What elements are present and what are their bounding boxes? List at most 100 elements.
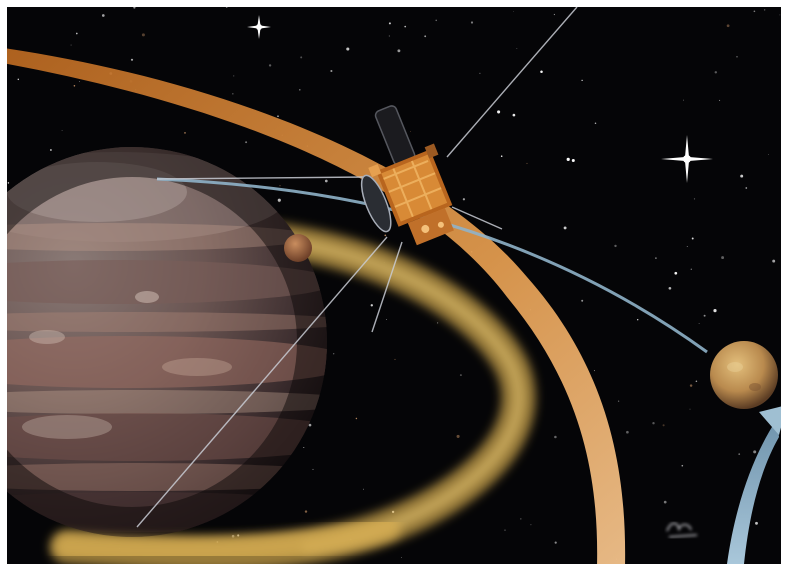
star bbox=[355, 417, 358, 420]
star bbox=[738, 453, 741, 455]
star bbox=[614, 244, 617, 248]
star bbox=[652, 422, 655, 425]
star bbox=[736, 56, 738, 58]
star bbox=[689, 408, 691, 410]
star bbox=[312, 468, 314, 470]
approach-arrow bbox=[727, 419, 779, 564]
star bbox=[617, 400, 620, 402]
star bbox=[681, 464, 684, 467]
star bbox=[225, 7, 228, 8]
star bbox=[61, 130, 63, 131]
star bbox=[581, 299, 584, 302]
star bbox=[713, 309, 717, 313]
star bbox=[726, 24, 730, 28]
star bbox=[435, 19, 437, 22]
star bbox=[456, 434, 460, 438]
star bbox=[424, 35, 427, 38]
star bbox=[530, 524, 532, 526]
star bbox=[554, 435, 557, 439]
star bbox=[362, 488, 364, 490]
star bbox=[79, 81, 81, 82]
star bbox=[520, 518, 522, 520]
star bbox=[73, 85, 76, 87]
star bbox=[566, 157, 570, 161]
star bbox=[277, 198, 281, 202]
star bbox=[303, 446, 305, 449]
star bbox=[663, 500, 667, 504]
star bbox=[626, 430, 629, 434]
star bbox=[637, 319, 639, 321]
star bbox=[346, 47, 350, 51]
star bbox=[410, 131, 412, 132]
star bbox=[437, 322, 439, 324]
star bbox=[719, 99, 721, 101]
star bbox=[49, 149, 52, 151]
star bbox=[470, 21, 474, 24]
orbit-trajectory bbox=[7, 48, 626, 564]
star bbox=[333, 353, 335, 355]
star bbox=[330, 69, 333, 73]
bright-star bbox=[247, 15, 271, 39]
star bbox=[554, 541, 557, 544]
bright-star bbox=[661, 135, 713, 183]
star bbox=[279, 185, 281, 187]
star bbox=[662, 424, 665, 427]
space-scene bbox=[7, 7, 781, 564]
star bbox=[300, 56, 303, 59]
star bbox=[553, 13, 556, 16]
star bbox=[308, 423, 312, 427]
arrow-head bbox=[759, 406, 781, 435]
star bbox=[75, 32, 78, 35]
star bbox=[690, 268, 692, 270]
star bbox=[232, 93, 234, 95]
star bbox=[504, 529, 506, 531]
star bbox=[101, 14, 105, 17]
inner-moon bbox=[284, 234, 312, 262]
star bbox=[689, 384, 693, 387]
star bbox=[384, 234, 387, 237]
star bbox=[479, 72, 481, 75]
star bbox=[703, 314, 706, 317]
star bbox=[513, 10, 514, 12]
star bbox=[237, 534, 240, 537]
star bbox=[683, 99, 684, 101]
star bbox=[388, 22, 391, 25]
star bbox=[299, 89, 301, 91]
star bbox=[7, 182, 10, 184]
star bbox=[753, 10, 756, 13]
star bbox=[324, 179, 328, 183]
star bbox=[497, 110, 501, 114]
star bbox=[233, 75, 235, 77]
star bbox=[698, 323, 700, 325]
star bbox=[563, 226, 567, 230]
star bbox=[404, 25, 407, 28]
star bbox=[70, 44, 72, 46]
star bbox=[512, 113, 516, 117]
star bbox=[772, 259, 776, 263]
star bbox=[691, 237, 694, 240]
star bbox=[459, 374, 462, 377]
star bbox=[397, 49, 401, 53]
star bbox=[370, 304, 373, 307]
star bbox=[540, 70, 543, 74]
star bbox=[686, 246, 688, 247]
star bbox=[386, 318, 388, 320]
star bbox=[695, 380, 698, 383]
star bbox=[526, 162, 528, 164]
spacecraft bbox=[360, 105, 454, 246]
star bbox=[693, 198, 696, 200]
star bbox=[462, 198, 466, 201]
star bbox=[277, 115, 279, 117]
star bbox=[764, 9, 766, 11]
star bbox=[594, 122, 597, 125]
star bbox=[674, 271, 678, 275]
artist-signature bbox=[666, 522, 698, 538]
star bbox=[245, 141, 248, 144]
star bbox=[655, 257, 657, 259]
gas-giant-planet bbox=[7, 147, 327, 537]
gas-torus-foreground bbox=[54, 514, 400, 564]
star bbox=[753, 450, 757, 454]
star bbox=[740, 174, 744, 178]
star bbox=[388, 35, 391, 37]
